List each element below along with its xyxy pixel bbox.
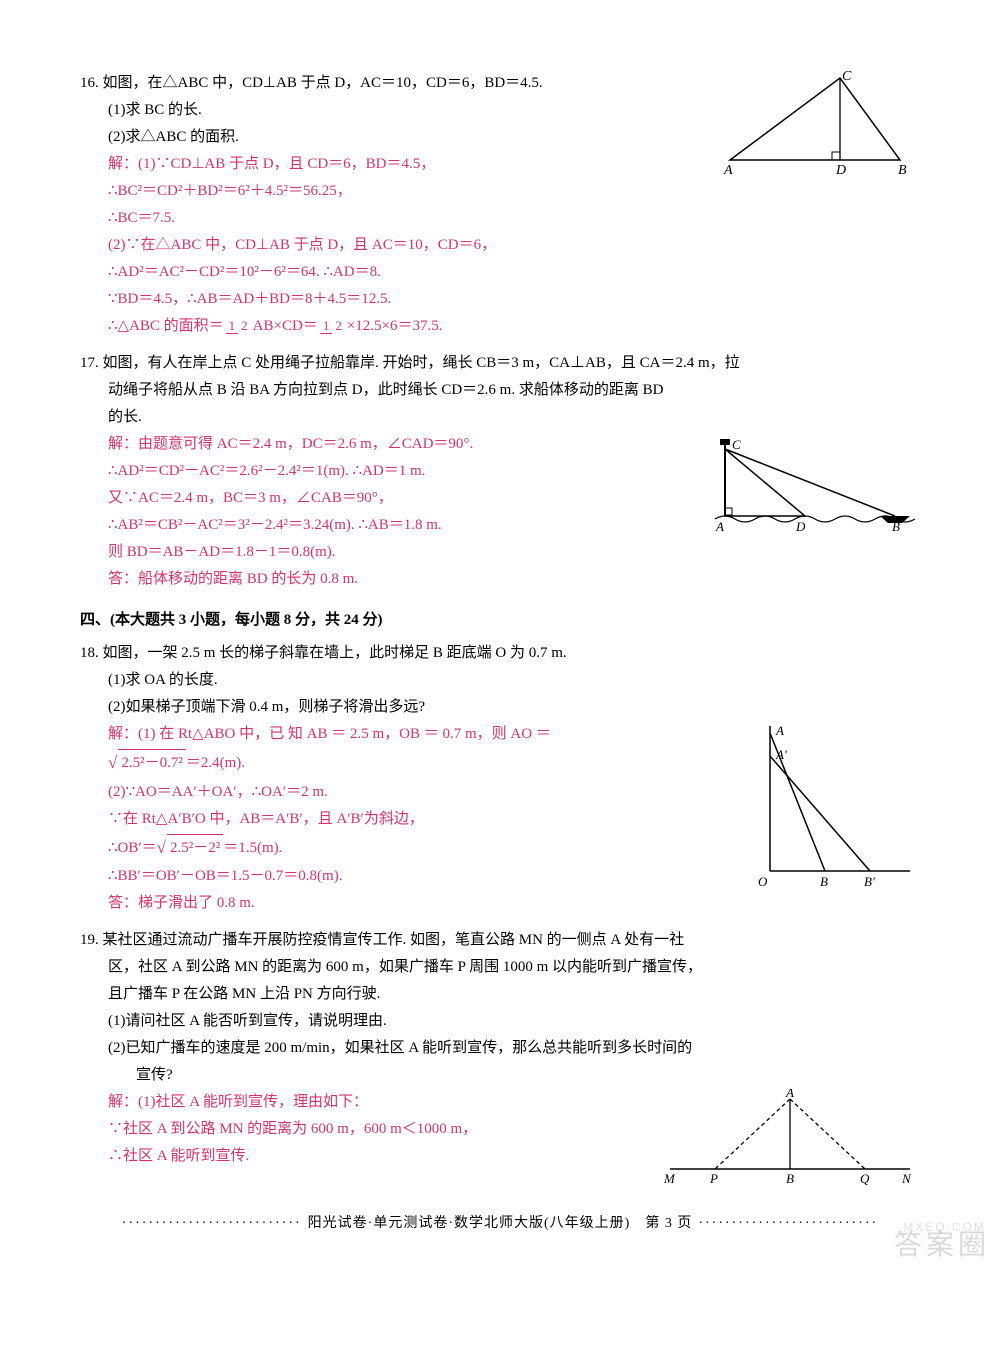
lbl-A19: A bbox=[785, 1089, 794, 1100]
q19-figure: A M P B Q N bbox=[660, 1089, 920, 1189]
lbl-B: B bbox=[898, 163, 907, 178]
q17-stem2: 动绳子将船从点 B 沿 BA 方向拉到点 D，此时绳长 CD＝2.6 m. 求船… bbox=[80, 377, 920, 404]
q19-stem1: 某社区通过流动广播车开展防控疫情宣传工作. 如图，笔直公路 MN 的一侧点 A … bbox=[103, 932, 685, 948]
q17-stem1: 如图，有人在岸上点 C 处用绳子拉船靠岸. 开始时，绳长 CB＝3 m，CA⊥A… bbox=[103, 355, 740, 371]
lbl-M19: M bbox=[663, 1171, 676, 1186]
q17-num: 17. bbox=[80, 355, 99, 371]
q19-stem3: 且广播车 P 在公路 MN 上沿 PN 方向行驶. bbox=[80, 981, 920, 1008]
q18-s1: 解：(1) 在 Rt△ABO 中，已 知 AB ＝ 2.5 m，OB ＝ 0.7… bbox=[80, 721, 732, 748]
problem-18: 18. 如图，一架 2.5 m 长的梯子斜靠在墙上，此时梯足 B 距底端 O 为… bbox=[80, 640, 920, 917]
lbl-C: C bbox=[842, 70, 852, 84]
lbl-A: A bbox=[723, 163, 733, 178]
q18-s7: 答：梯子滑出了 0.8 m. bbox=[80, 890, 732, 917]
watermark-text: 答案圈 bbox=[894, 1220, 990, 1270]
frac-n2: 1 bbox=[320, 318, 333, 334]
q16-s2: ∴BC²＝CD²＋BD²＝6²＋4.5²＝56.25， bbox=[80, 178, 702, 205]
q18-s5c: ＝1.5(m). bbox=[223, 840, 282, 856]
frac-d2: 2 bbox=[332, 318, 345, 333]
q18-s2b: ＝2.4(m). bbox=[186, 755, 245, 771]
q16-sub1: (1)求 BC 的长. bbox=[80, 97, 702, 124]
q16-s3: ∴BC＝7.5. bbox=[80, 205, 702, 232]
q18-s3: (2)∵AO＝AA′＋OA′，∴OA′＝2 m. bbox=[80, 779, 732, 806]
q18-s6: ∴BB′＝OB′－OB＝1.5－0.7＝0.8(m). bbox=[80, 863, 732, 890]
q16-num: 16. bbox=[80, 75, 99, 91]
frac-n: 1 bbox=[226, 318, 239, 334]
q16-s6: ∵BD＝4.5，∴AB＝AD＋BD＝8＋4.5＝12.5. bbox=[80, 286, 702, 313]
q19-q1: (1)请问社区 A 能否听到宣传，请说明理由. bbox=[80, 1008, 920, 1035]
lbl-O18: O bbox=[758, 874, 768, 889]
q18-num: 18. bbox=[80, 645, 99, 661]
q17-figure: C A D B bbox=[710, 431, 920, 541]
frac-d: 2 bbox=[238, 318, 251, 333]
q16-s4: (2)∵在△ABC 中，CD⊥AB 于点 D，且 AC＝10，CD＝6， bbox=[80, 232, 702, 259]
q18-s5a: ∴OB′＝ bbox=[108, 840, 157, 856]
q17-s5: 则 BD＝AB－AD＝1.8－1＝0.8(m). bbox=[80, 539, 692, 566]
q17-s6: 答：船体移动的距离 BD 的长为 0.8 m. bbox=[80, 566, 692, 593]
q19-stem2: 区，社区 A 到公路 MN 的距离为 600 m，如果广播车 P 周围 1000… bbox=[80, 954, 920, 981]
lbl-Bp18: B′ bbox=[864, 874, 875, 889]
q18-s5: ∴OB′＝√2.5²－2²＝1.5(m). bbox=[80, 833, 732, 864]
problem-16: 16. 如图，在△ABC 中，CD⊥AB 于点 D，AC＝10，CD＝6，BD＝… bbox=[80, 70, 920, 340]
lbl-B18: B bbox=[820, 874, 828, 889]
q16-s7b: AB×CD＝ bbox=[253, 318, 318, 334]
q19-q2a: (2)已知广播车的速度是 200 m/min，如果社区 A 能听到宣传，那么总共… bbox=[80, 1035, 920, 1062]
q17-s1: 解：由题意可得 AC＝2.4 m，DC＝2.6 m，∠CAD＝90°. bbox=[80, 431, 692, 458]
q17-s4: ∴AB²＝CB²－AC²＝3²－2.4²＝3.24(m). ∴AB＝1.8 m. bbox=[80, 512, 692, 539]
lbl-C17: C bbox=[732, 437, 741, 452]
q16-s5: ∴AD²＝AC²－CD²＝10²－6²＝64. ∴AD＝8. bbox=[80, 259, 702, 286]
lbl-D: D bbox=[835, 163, 846, 178]
q18-figure: A A′ O B B′ bbox=[750, 721, 920, 896]
footer-text: 阳光试卷·单元测试卷·数学北师大版(八年级上册) 第 3 页 bbox=[116, 1216, 884, 1231]
q16-s7c: ×12.5×6＝37.5. bbox=[347, 318, 443, 334]
q19-s2: ∵社区 A 到公路 MN 的距离为 600 m，600 m＜1000 m， bbox=[80, 1116, 642, 1143]
q19-num: 19. bbox=[80, 932, 99, 948]
q17-stem3: 的长. bbox=[80, 404, 920, 431]
q16-s7: ∴△ABC 的面积＝12AB×CD＝12×12.5×6＝37.5. bbox=[80, 313, 702, 340]
q18-s4: ∵在 Rt△A′B′O 中，AB＝A′B′，且 A′B′为斜边， bbox=[80, 806, 732, 833]
q18-q2: (2)如果梯子顶端下滑 0.4 m，则梯子将滑出多远? bbox=[80, 694, 920, 721]
lbl-B17: B bbox=[892, 519, 900, 534]
problem-17: 17. 如图，有人在岸上点 C 处用绳子拉船靠岸. 开始时，绳长 CB＝3 m，… bbox=[80, 350, 920, 593]
q16-s1: 解：(1)∵CD⊥AB 于点 D，且 CD＝6，BD＝4.5， bbox=[80, 151, 702, 178]
section-4-header: 四、(本大题共 3 小题，每小题 8 分，共 24 分) bbox=[80, 607, 920, 634]
lbl-B19: B bbox=[786, 1171, 794, 1186]
lbl-D17: D bbox=[795, 519, 806, 534]
lbl-Q19: Q bbox=[860, 1171, 870, 1186]
problem-19: 19. 某社区通过流动广播车开展防控疫情宣传工作. 如图，笔直公路 MN 的一侧… bbox=[80, 927, 920, 1189]
q18-s2: √2.5²－0.7²＝2.4(m). bbox=[80, 748, 732, 779]
q16-figure: A B D C bbox=[720, 70, 920, 180]
q19-s3: ∴社区 A 能听到宣传. bbox=[80, 1143, 642, 1170]
page-footer: 阳光试卷·单元测试卷·数学北师大版(八年级上册) 第 3 页 bbox=[80, 1211, 920, 1236]
q16-s7a: ∴△ABC 的面积＝ bbox=[108, 318, 224, 334]
q16-sub2: (2)求△ABC 的面积. bbox=[80, 124, 702, 151]
q17-s2: ∴AD²＝CD²－AC²＝2.6²－2.4²＝1(m). ∴AD＝1 m. bbox=[80, 458, 692, 485]
lbl-P19: P bbox=[709, 1171, 718, 1186]
q16-stem: 如图，在△ABC 中，CD⊥AB 于点 D，AC＝10，CD＝6，BD＝4.5. bbox=[103, 75, 543, 91]
q18-q1: (1)求 OA 的长度. bbox=[80, 667, 920, 694]
lbl-A17: A bbox=[715, 519, 724, 534]
q18-s2a: 2.5²－0.7² bbox=[118, 749, 186, 777]
q18-stem: 如图，一架 2.5 m 长的梯子斜靠在墙上，此时梯足 B 距底端 O 为 0.7… bbox=[103, 645, 567, 661]
q19-q2b: 宣传? bbox=[80, 1062, 920, 1089]
q17-s3: 又∵AC＝2.4 m，BC＝3 m，∠CAB＝90°， bbox=[80, 485, 692, 512]
lbl-Ap18: A′ bbox=[775, 747, 787, 762]
lbl-A18: A bbox=[775, 723, 784, 738]
q18-s5b: 2.5²－2² bbox=[167, 834, 223, 862]
lbl-N19: N bbox=[901, 1171, 912, 1186]
q19-s1: 解：(1)社区 A 能听到宣传，理由如下： bbox=[80, 1089, 642, 1116]
